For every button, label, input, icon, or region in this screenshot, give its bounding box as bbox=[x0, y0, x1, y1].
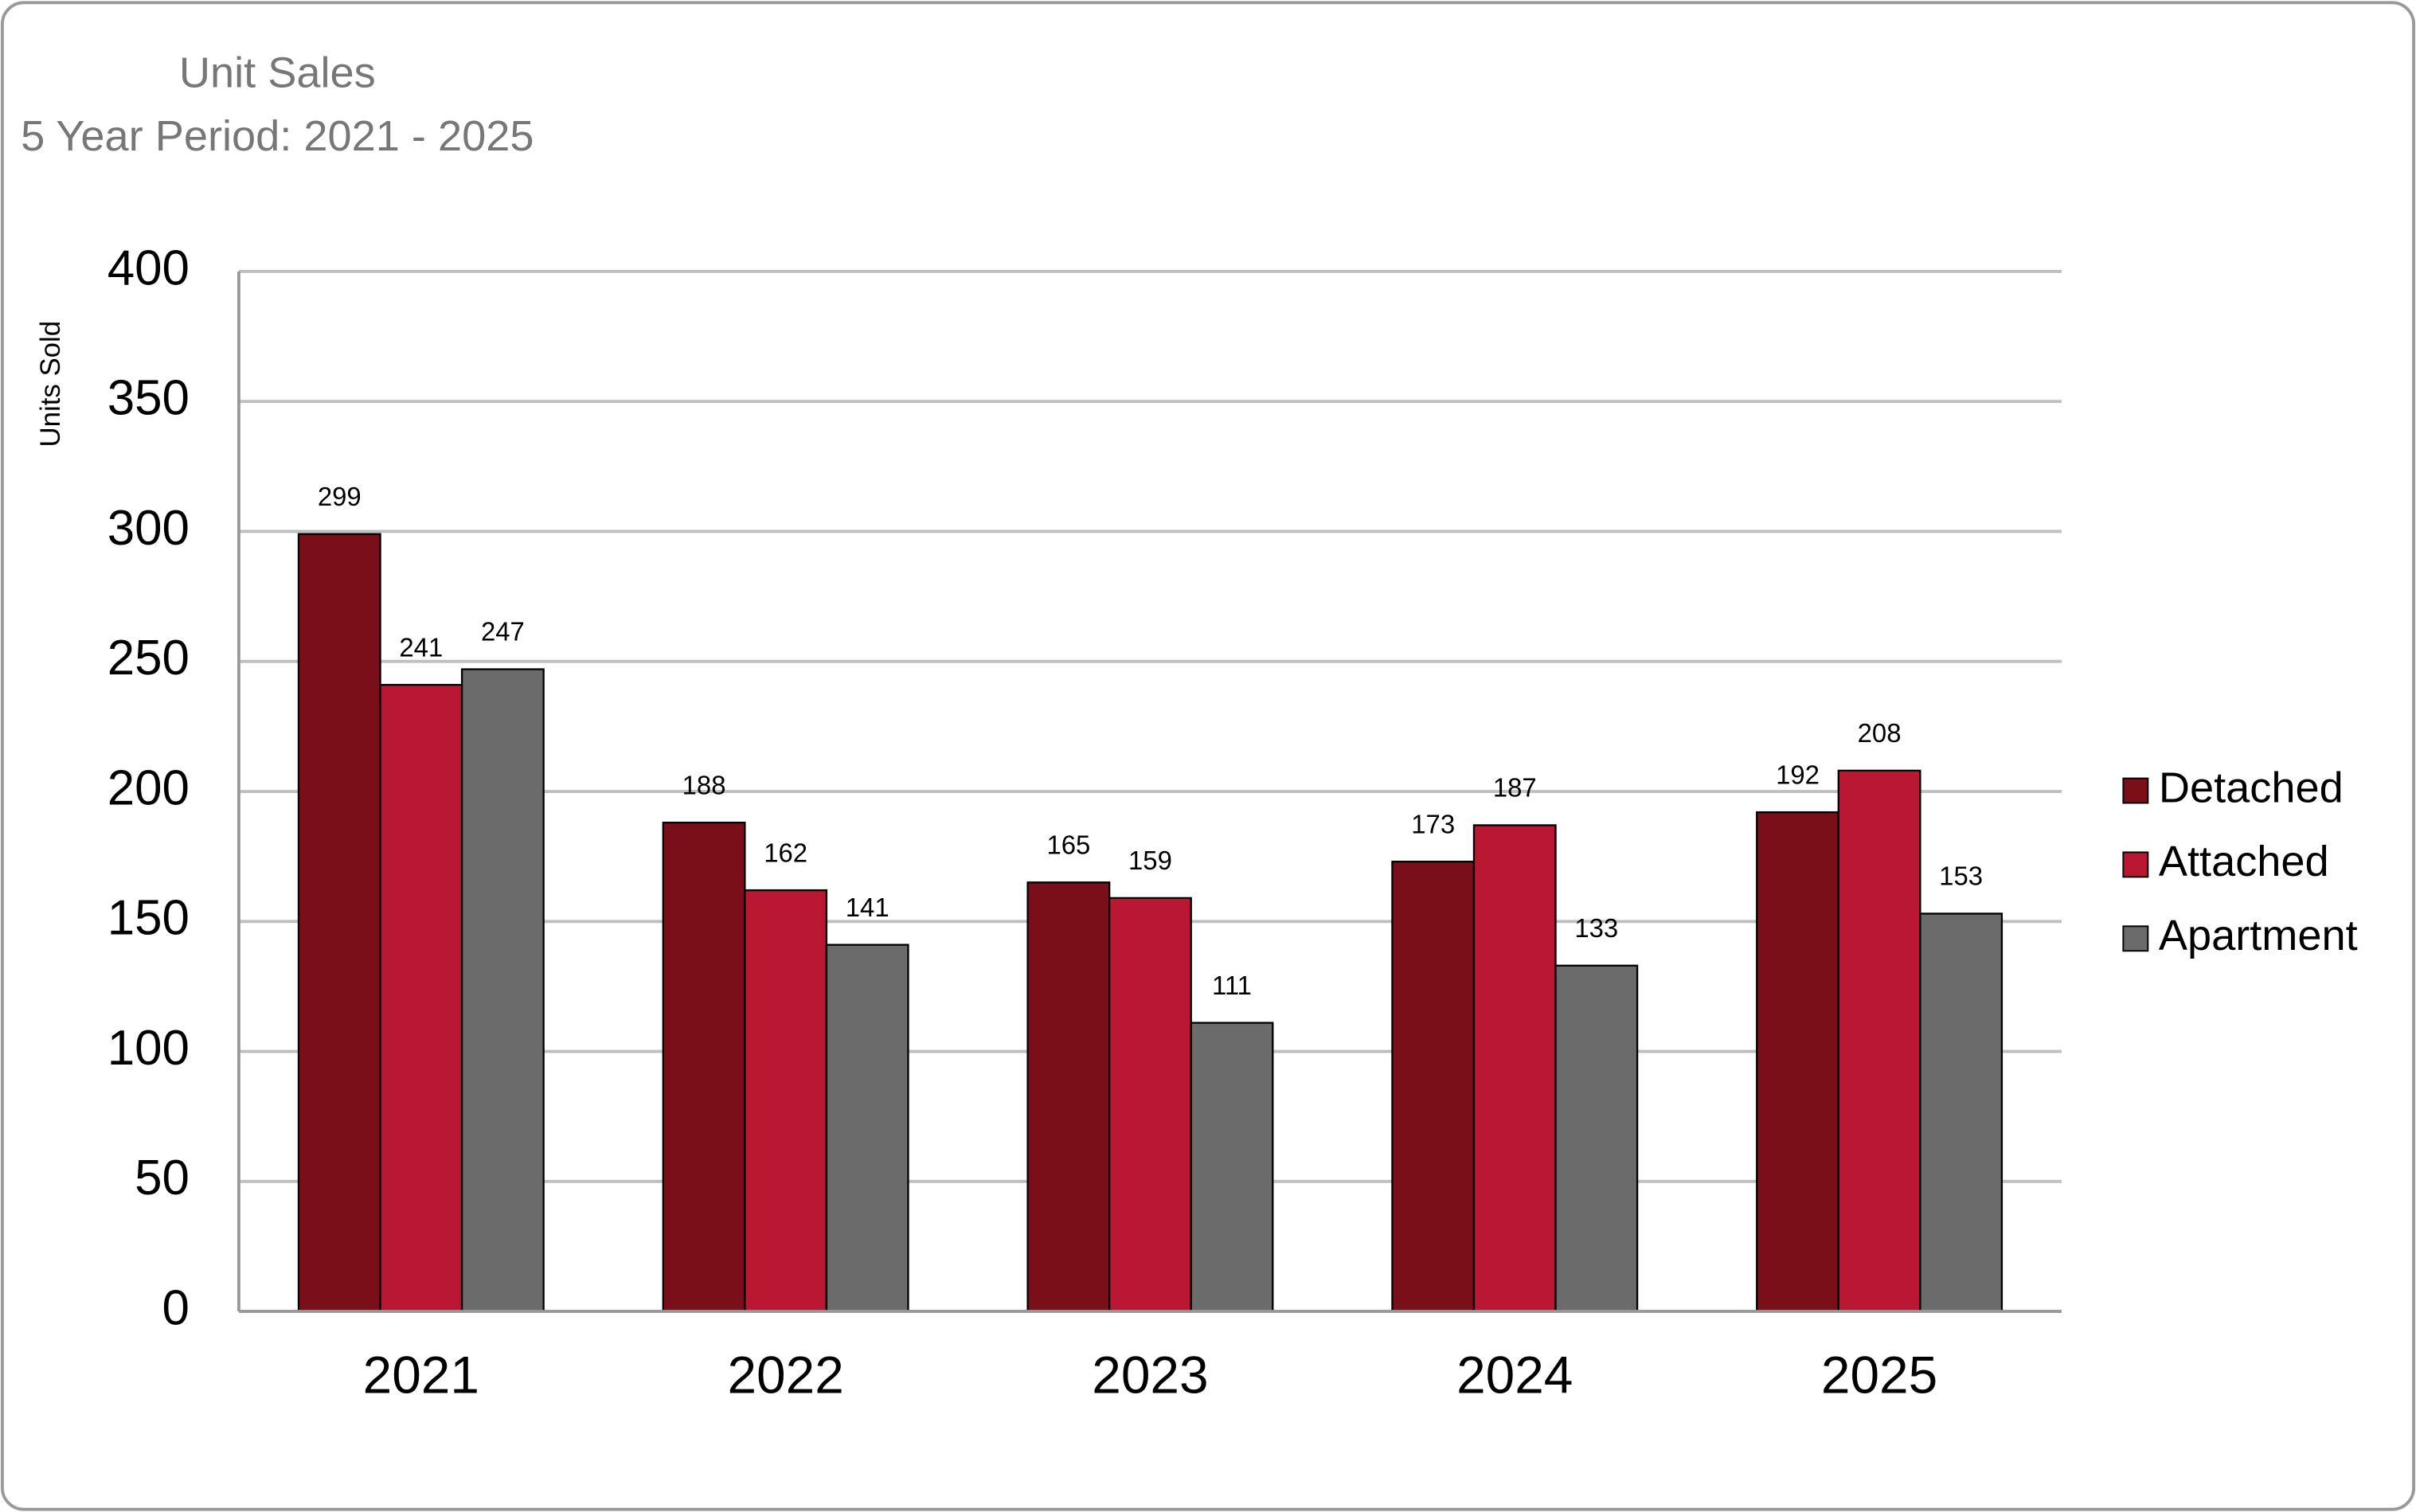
value-label: 188 bbox=[682, 770, 726, 799]
value-label: 153 bbox=[1939, 861, 1983, 891]
bar bbox=[1108, 897, 1192, 1313]
y-tick-label: 200 bbox=[108, 760, 190, 815]
bar bbox=[1190, 1022, 1274, 1313]
bar bbox=[744, 889, 828, 1313]
bar bbox=[1756, 811, 1839, 1313]
y-tick-label: 50 bbox=[135, 1151, 190, 1205]
value-label: 241 bbox=[399, 632, 443, 662]
legend-swatch bbox=[2122, 777, 2149, 804]
bar bbox=[825, 944, 909, 1313]
legend-swatch bbox=[2122, 851, 2149, 878]
y-tick-label: 300 bbox=[108, 501, 190, 556]
bar bbox=[1554, 964, 1639, 1313]
y-tick-label: 0 bbox=[162, 1280, 190, 1335]
legend-label: Detached bbox=[2159, 764, 2344, 811]
bar bbox=[460, 668, 545, 1313]
y-tick-label: 350 bbox=[108, 371, 190, 426]
value-label: 141 bbox=[846, 893, 889, 922]
value-label: 299 bbox=[318, 482, 362, 511]
value-label: 187 bbox=[1493, 773, 1537, 803]
x-tick-label: 2021 bbox=[363, 1346, 479, 1405]
y-tick-label: 250 bbox=[108, 631, 190, 686]
bar bbox=[1026, 881, 1111, 1313]
x-tick-label: 2022 bbox=[727, 1346, 843, 1405]
value-label: 173 bbox=[1411, 809, 1455, 838]
bar bbox=[297, 533, 381, 1313]
y-tick-label: 150 bbox=[108, 891, 190, 946]
y-tick-label: 100 bbox=[108, 1021, 190, 1076]
x-tick-label: 2025 bbox=[1821, 1346, 1937, 1405]
value-label: 192 bbox=[1776, 760, 1820, 789]
bar bbox=[1919, 912, 2004, 1313]
bar bbox=[379, 683, 463, 1313]
legend-label: Attached bbox=[2159, 838, 2329, 885]
y-axis-label: Units Sold bbox=[35, 321, 66, 447]
value-label: 133 bbox=[1574, 913, 1618, 943]
value-label: 165 bbox=[1046, 830, 1090, 859]
value-label: 247 bbox=[481, 617, 525, 647]
chart-subtitle: 5 Year Period: 2021 - 2025 bbox=[21, 112, 534, 160]
value-label: 111 bbox=[1212, 971, 1252, 1000]
bar bbox=[1472, 824, 1557, 1313]
bar bbox=[662, 822, 746, 1313]
value-label: 162 bbox=[764, 838, 807, 867]
legend-label: Apartment bbox=[2159, 912, 2358, 959]
value-label: 159 bbox=[1128, 846, 1172, 875]
value-label: 208 bbox=[1858, 718, 1902, 748]
y-tick-label: 400 bbox=[108, 240, 190, 295]
x-tick-label: 2023 bbox=[1092, 1346, 1208, 1405]
legend-swatch bbox=[2122, 925, 2149, 952]
x-tick-label: 2024 bbox=[1456, 1346, 1573, 1405]
bar bbox=[1391, 861, 1476, 1313]
chart-title: Unit Sales bbox=[179, 49, 376, 97]
bar bbox=[1837, 769, 1921, 1313]
